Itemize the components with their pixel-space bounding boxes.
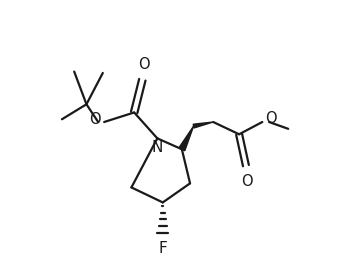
Text: F: F bbox=[158, 241, 167, 256]
Polygon shape bbox=[193, 122, 213, 128]
Text: O: O bbox=[242, 174, 253, 189]
Polygon shape bbox=[179, 126, 193, 151]
Text: N: N bbox=[151, 140, 162, 155]
Text: O: O bbox=[266, 111, 277, 126]
Text: O: O bbox=[138, 57, 149, 72]
Text: O: O bbox=[89, 112, 101, 127]
